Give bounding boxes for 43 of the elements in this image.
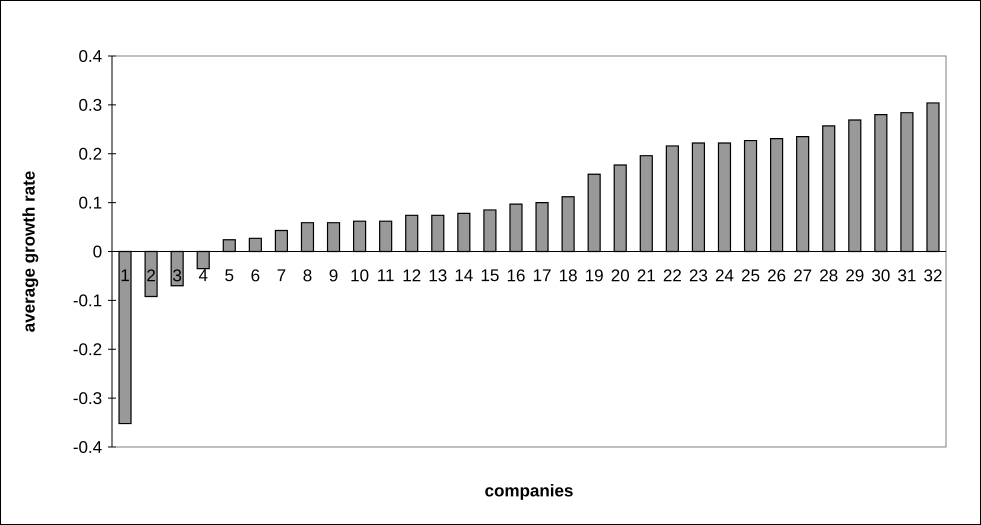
y-tick-label: -0.2 (74, 343, 102, 356)
x-tick-label: 26 (768, 269, 786, 282)
x-tick-label: 22 (664, 269, 681, 282)
x-tick-label: 5 (225, 269, 234, 282)
x-tick-label: 28 (820, 269, 838, 282)
x-tick-label: 16 (508, 269, 525, 282)
y-tick-label: -0.3 (74, 392, 102, 404)
x-tick-label: 11 (378, 269, 394, 282)
x-tick-label: 10 (351, 269, 368, 282)
x-tick-label: 8 (303, 269, 312, 282)
x-tick-label: 25 (742, 269, 760, 282)
x-tick-label: 6 (251, 269, 260, 282)
x-tick-label: 32 (924, 269, 942, 282)
y-tick-label: -0.4 (74, 440, 102, 454)
x-tick-label: 31 (898, 269, 916, 282)
x-tick-label: 2 (147, 269, 155, 282)
x-tick-label: 14 (456, 269, 473, 282)
x-tick-label: 30 (872, 269, 890, 282)
x-tick-label: 1 (122, 269, 129, 282)
x-tick-label: 13 (430, 269, 446, 282)
x-tick-label: 27 (794, 269, 812, 282)
x-tick-label: 18 (560, 269, 577, 282)
x-tick-label: 7 (278, 269, 286, 282)
x-tick-label: 29 (846, 269, 864, 282)
x-tick-label: 20 (612, 269, 630, 282)
x-axis-title: companies (485, 484, 573, 500)
y-tick-label: 0.4 (79, 50, 102, 62)
x-tick-label: 15 (482, 269, 499, 282)
y-tick-label: 0.3 (79, 98, 102, 111)
x-tick-label: 23 (690, 269, 708, 282)
y-tick-label: 0.2 (79, 148, 102, 160)
y-tick-label: 0.1 (79, 196, 102, 209)
x-tick-label: 21 (638, 269, 655, 282)
y-tick-label: 0 (93, 245, 102, 258)
x-tick-label: 3 (173, 269, 182, 282)
y-tick-label: -0.1 (74, 294, 102, 306)
x-tick-label: 19 (586, 269, 603, 282)
y-axis-title: average growth rate (22, 171, 38, 332)
x-tick-label: 17 (534, 269, 551, 282)
x-tick-label: 4 (198, 269, 208, 282)
x-tick-label: 12 (404, 269, 420, 282)
x-tick-label: 24 (716, 269, 734, 282)
x-tick-label: 9 (330, 269, 338, 282)
